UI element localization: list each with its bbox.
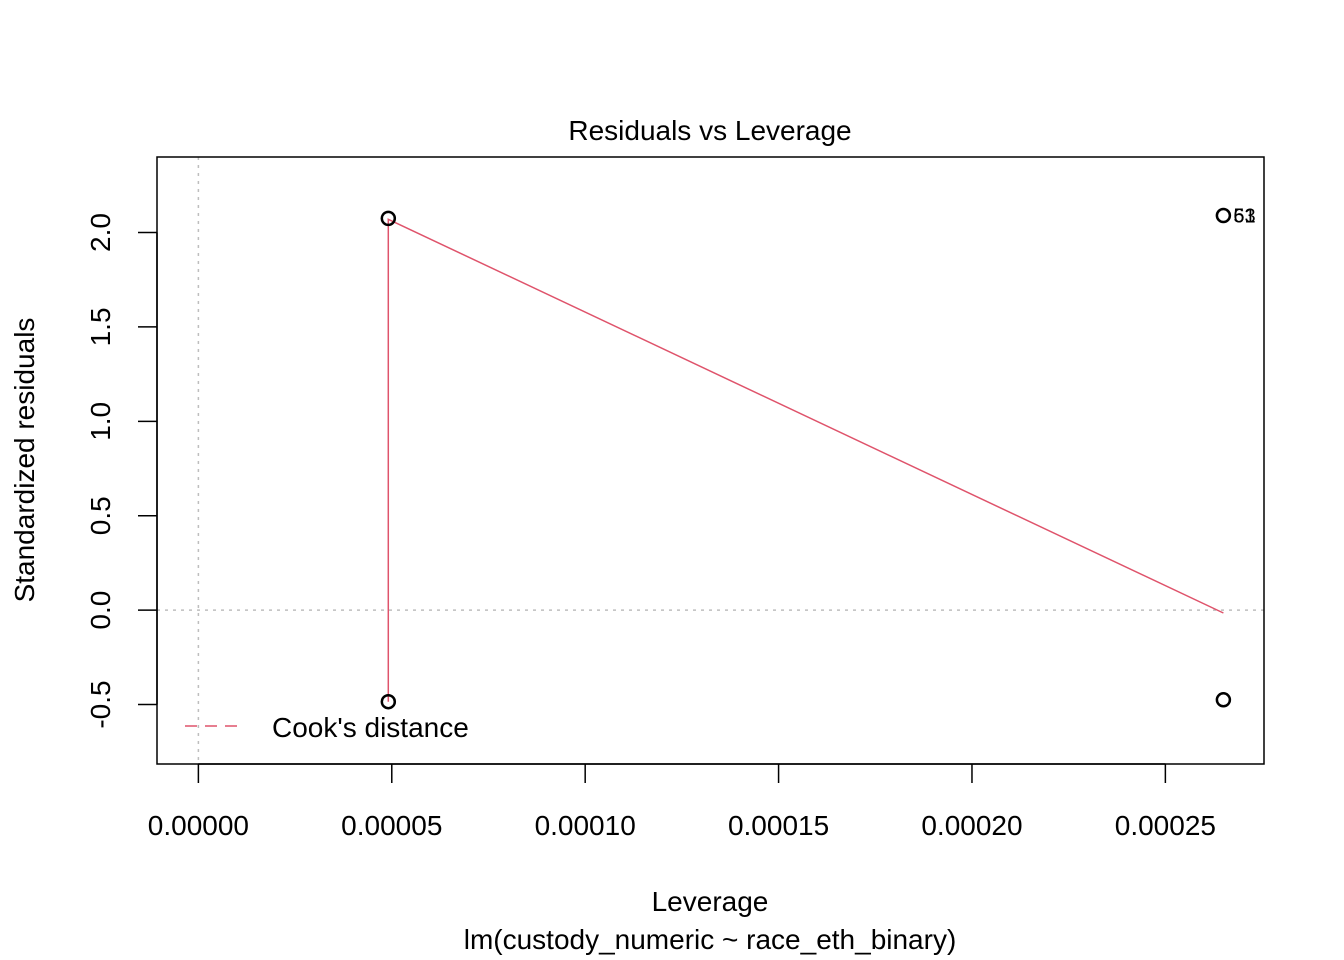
data-point-2 — [1215, 207, 1232, 224]
y-tick-label-0: -0.5 — [85, 680, 116, 728]
point-label-1: 61 — [1233, 206, 1255, 228]
smooth-line-layer — [387, 218, 1224, 702]
point-label-0: 53 — [1233, 206, 1255, 228]
x-tick-label-1: 0.00005 — [341, 810, 442, 841]
plot-frame — [156, 156, 1265, 765]
y-tick-label-4: 1.5 — [85, 307, 116, 346]
data-point-0 — [380, 210, 397, 227]
smooth-line — [387, 218, 1224, 702]
legend: Cook's distance — [185, 712, 469, 743]
y-tick-label-5: 2.0 — [85, 213, 116, 252]
x-tick-label-0: 0.00000 — [148, 810, 249, 841]
y-tick-label-2: 0.5 — [85, 496, 116, 535]
y-tick-label-1: 0.0 — [85, 591, 116, 630]
data-point-1 — [380, 693, 397, 710]
y-tick-label-3: 1.0 — [85, 402, 116, 441]
x-axis-label: Leverage — [652, 886, 769, 917]
data-point-3 — [1215, 692, 1232, 708]
x-tick-label-4: 0.00020 — [921, 810, 1022, 841]
x-tick-label-2: 0.00010 — [535, 810, 636, 841]
chart-subtitle: lm(custody_numeric ~ race_eth_binary) — [464, 924, 957, 955]
y-axis: -0.5 0.0 0.5 1.0 1.5 2.0 — [85, 213, 158, 729]
legend-label-cooks-distance: Cook's distance — [272, 712, 469, 743]
reference-lines — [157, 157, 1264, 764]
x-tick-label-5: 0.00025 — [1115, 810, 1216, 841]
x-tick-label-3: 0.00015 — [728, 810, 829, 841]
y-axis-label: Standardized residuals — [9, 318, 40, 603]
x-axis: 0.00000 0.00005 0.00010 0.00015 0.00020 0.000… — [148, 763, 1216, 841]
points-layer — [380, 207, 1232, 710]
chart-title: Residuals vs Leverage — [568, 115, 851, 146]
